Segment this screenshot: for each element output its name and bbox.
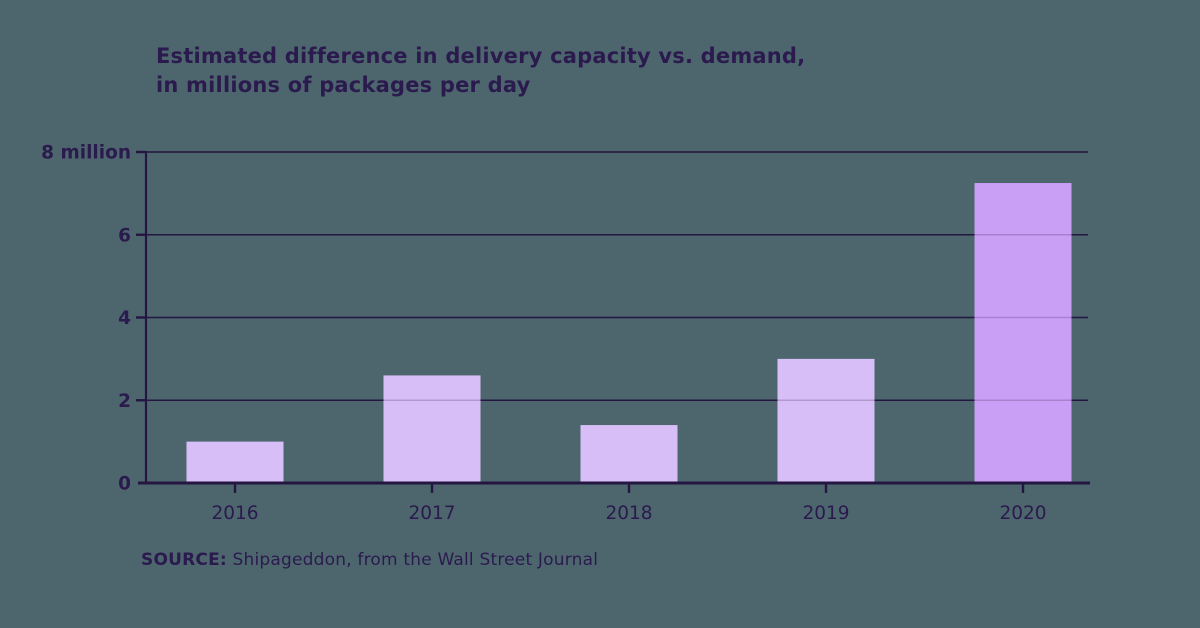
x-tick-label-2019: 2019: [802, 503, 849, 524]
x-tick-label-2017: 2017: [408, 503, 455, 524]
y-tick-label-6: 6: [118, 225, 131, 246]
source-note: SOURCE: Shipageddon, from the Wall Stree…: [141, 550, 598, 570]
chart-title-line1: Estimated difference in delivery capacit…: [156, 44, 806, 68]
bar-2017: [383, 375, 481, 483]
y-tick-label-2: 2: [118, 391, 131, 412]
bar-2018: [580, 425, 678, 483]
source-label: SOURCE:: [141, 550, 227, 570]
y-tick-label-4: 4: [118, 308, 131, 329]
x-tick-label-2016: 2016: [211, 503, 258, 524]
bar-2019: [777, 358, 875, 483]
bar-2020: [974, 183, 1072, 483]
y-tick-label-0: 0: [118, 474, 131, 495]
bar-2016: [186, 441, 284, 483]
y-tick-label-8: 8 million: [41, 143, 131, 164]
source-text: Shipageddon, from the Wall Street Journa…: [226, 550, 599, 570]
x-tick-label-2020: 2020: [999, 503, 1046, 524]
x-tick-label-2018: 2018: [605, 503, 652, 524]
chart-title-line2: in millions of packages per day: [156, 73, 531, 97]
chart-title: Estimated difference in delivery capacit…: [156, 42, 805, 100]
